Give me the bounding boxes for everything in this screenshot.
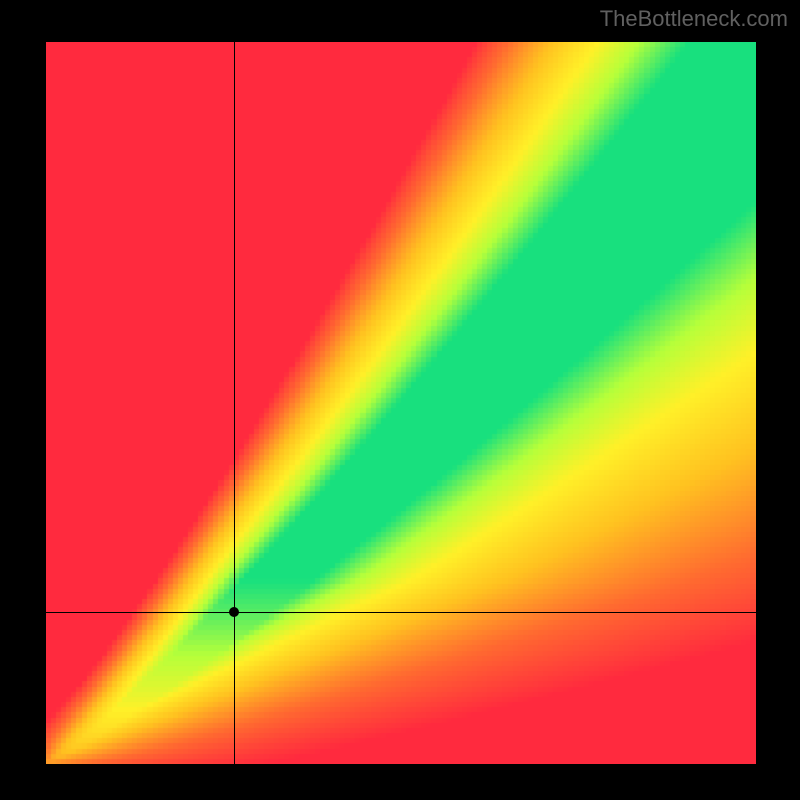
crosshair-horizontal — [46, 612, 756, 613]
crosshair-marker — [229, 607, 239, 617]
heatmap-plot — [46, 42, 756, 764]
watermark-text: TheBottleneck.com — [600, 6, 788, 32]
heatmap-canvas — [46, 42, 756, 764]
crosshair-vertical — [234, 42, 235, 764]
